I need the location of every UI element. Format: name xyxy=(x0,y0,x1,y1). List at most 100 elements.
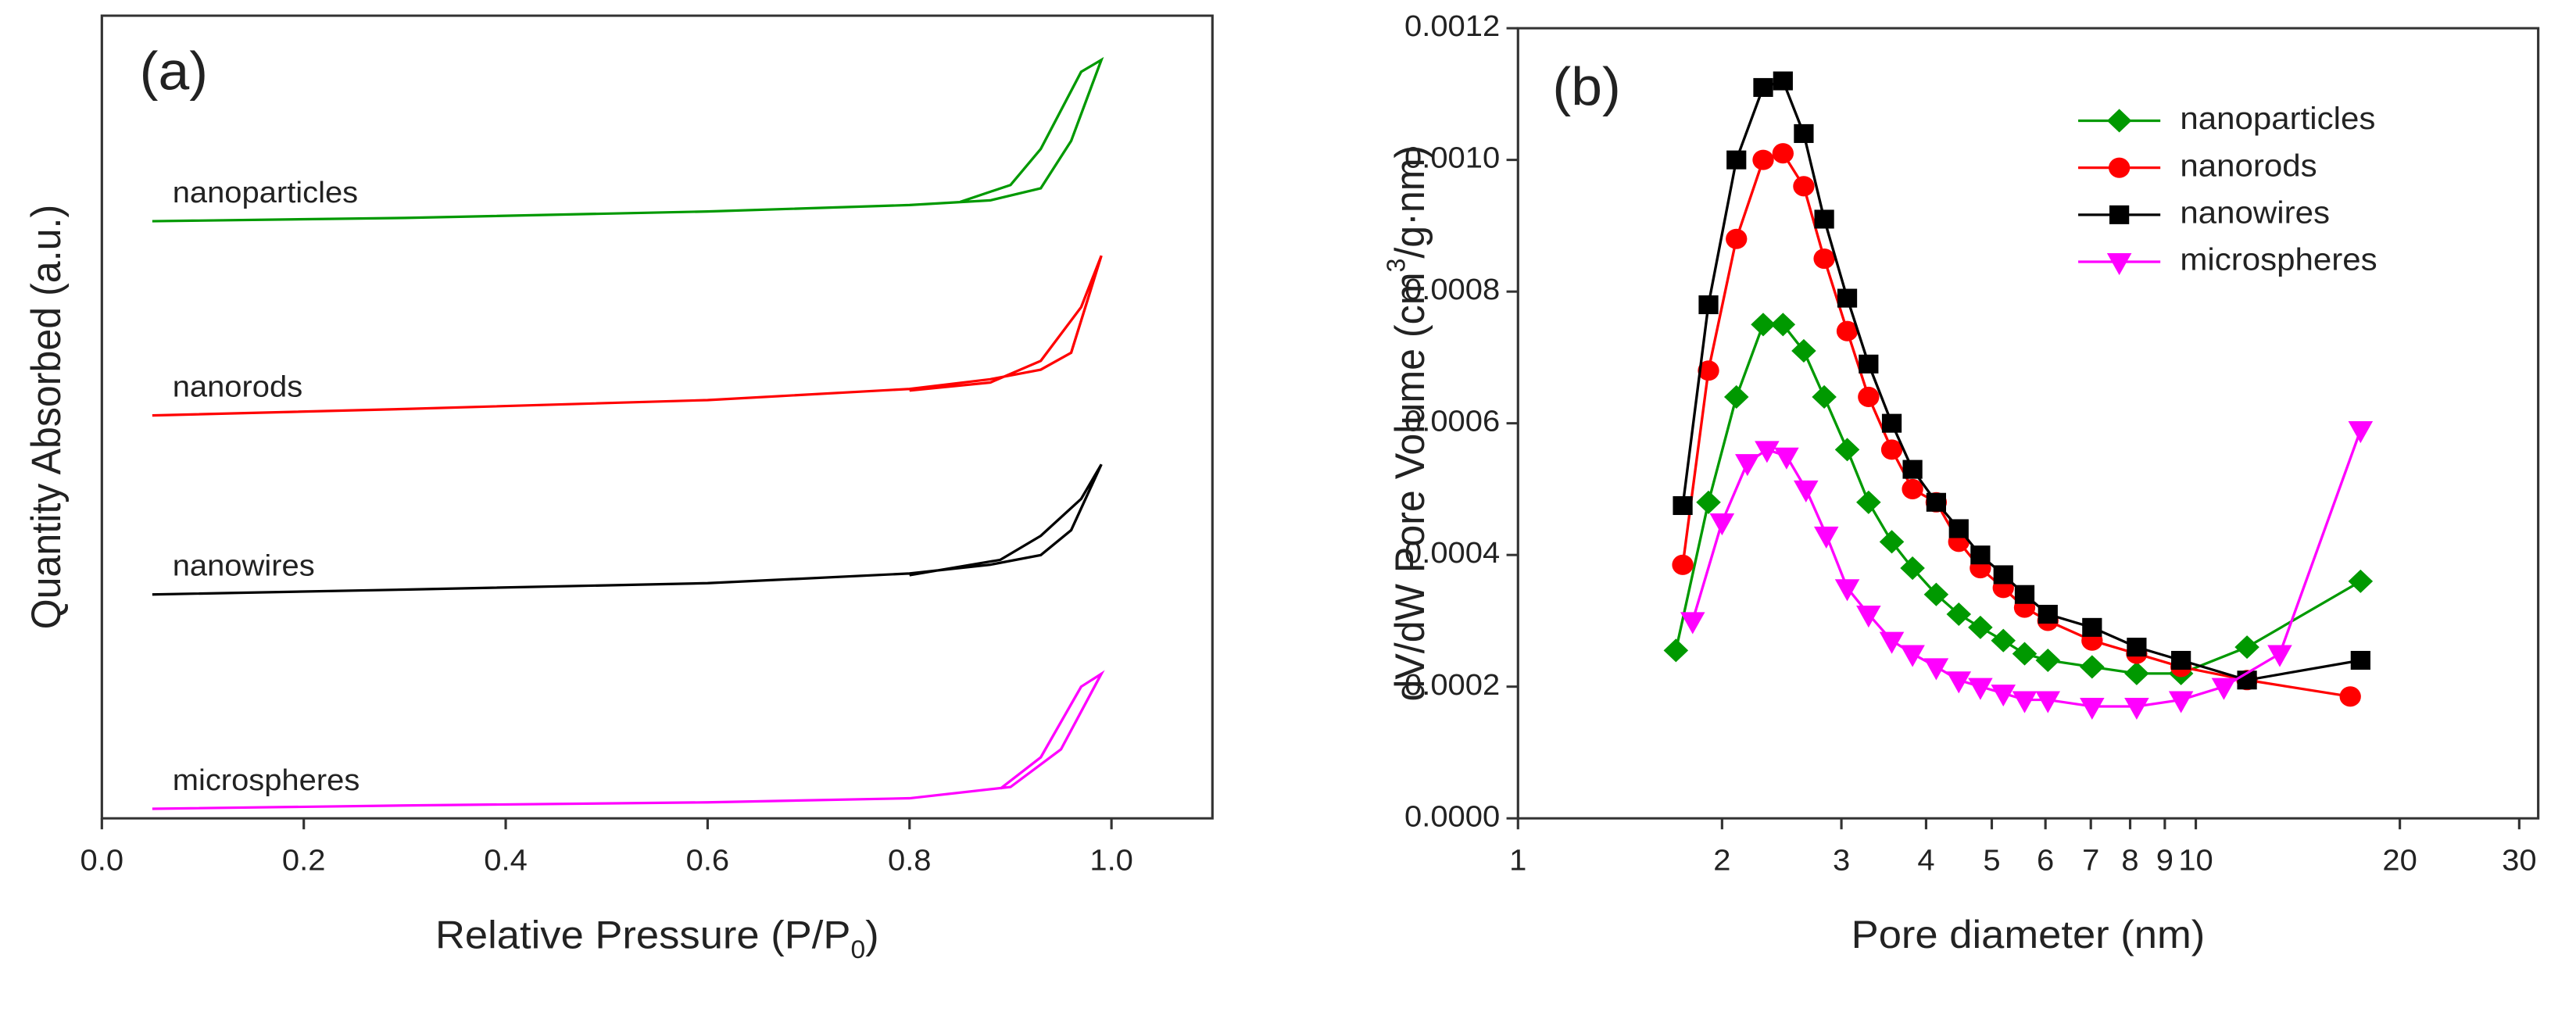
legend-label: nanowires xyxy=(2180,195,2330,230)
marker xyxy=(2267,645,2292,667)
x-tick-label: 6 xyxy=(2037,844,2054,877)
x-tick-label: 9 xyxy=(2156,844,2174,877)
marker xyxy=(2348,569,2374,593)
marker xyxy=(1946,602,1972,627)
marker xyxy=(1879,530,1905,554)
x-tick-label: 2 xyxy=(1713,844,1730,877)
label-part: dV/dW Pore Volume (cm xyxy=(1387,273,1433,702)
x-tick-label: 20 xyxy=(2382,844,2417,877)
marker xyxy=(1791,338,1816,363)
panel-label: (a) xyxy=(140,41,208,101)
legend-label: microspheres xyxy=(2180,242,2377,277)
marker xyxy=(1834,579,1860,602)
series-line xyxy=(152,463,1103,596)
y-tick-label: 0.0008 xyxy=(1404,274,1500,306)
marker xyxy=(1900,645,1925,667)
marker xyxy=(1774,447,1799,470)
marker xyxy=(1926,492,1947,512)
marker xyxy=(2012,642,2038,666)
x-tick-label: 0.8 xyxy=(888,844,932,877)
marker xyxy=(1880,439,1903,460)
marker xyxy=(1751,313,1776,337)
marker xyxy=(1836,320,1859,341)
marker xyxy=(1991,628,2016,653)
y-axis-label: Quantity Absorbed (a.u.) xyxy=(23,205,69,630)
x-tick-label: 4 xyxy=(1917,844,1934,877)
x-tick-label: 0.0 xyxy=(80,844,124,877)
y-tick-label: 0.0010 xyxy=(1404,141,1500,174)
x-tick-label: 1.0 xyxy=(1089,844,1133,877)
marker xyxy=(2339,686,2361,707)
marker xyxy=(1879,631,1905,654)
x-tick-label: 30 xyxy=(2502,844,2536,877)
series-line xyxy=(152,56,1104,223)
legend-marker xyxy=(2109,205,2130,224)
x-tick-label: 3 xyxy=(1833,844,1850,877)
marker xyxy=(1968,615,1993,639)
marker xyxy=(2211,678,2237,700)
marker xyxy=(1923,582,1949,606)
x-tick-label: 1 xyxy=(1509,844,1526,877)
marker xyxy=(1709,513,1735,536)
marker xyxy=(1946,671,1972,694)
marker xyxy=(1773,71,1793,91)
marker xyxy=(1663,638,1689,663)
marker xyxy=(1723,384,1749,409)
x-tick-label: 7 xyxy=(2082,844,2099,877)
marker xyxy=(1794,123,1814,143)
marker xyxy=(1902,459,1923,479)
marker xyxy=(2348,421,2374,444)
label-part: ) xyxy=(865,913,879,956)
marker xyxy=(2082,617,2102,637)
legend-marker xyxy=(2106,252,2132,276)
marker xyxy=(2012,691,2038,713)
y-tick-label: 0.0000 xyxy=(1404,800,1500,833)
x-tick-label: 0.4 xyxy=(484,844,528,877)
label-part: Relative Pressure (P/P xyxy=(435,913,850,956)
marker xyxy=(1856,490,1881,514)
marker xyxy=(2350,650,2370,670)
marker xyxy=(2035,648,2061,673)
marker xyxy=(1735,454,1760,477)
marker xyxy=(1812,384,1837,409)
marker xyxy=(2124,697,2149,720)
marker xyxy=(1948,519,1969,538)
series-label: microspheres xyxy=(173,764,360,797)
marker xyxy=(2127,638,2147,657)
marker xyxy=(2124,661,2149,685)
x-axis-label: Relative Pressure (P/P0) xyxy=(435,913,879,964)
label-part: 3 xyxy=(1381,259,1411,273)
marker xyxy=(1772,143,1794,164)
marker xyxy=(1902,478,1923,499)
panel-label: (b) xyxy=(1552,57,1620,116)
series-label: nanoparticles xyxy=(173,177,358,209)
marker xyxy=(1672,554,1694,575)
marker xyxy=(1726,228,1748,249)
series-label: nanorods xyxy=(173,370,302,403)
x-tick-label: 8 xyxy=(2121,844,2138,877)
marker xyxy=(1858,386,1880,407)
label-part: /g·nm) xyxy=(1387,145,1433,259)
marker xyxy=(1698,360,1719,381)
legend-label: nanoparticles xyxy=(2180,101,2375,136)
marker xyxy=(2014,585,2035,604)
marker xyxy=(2080,697,2105,720)
marker xyxy=(1814,209,1834,229)
series-label: nanowires xyxy=(173,549,315,582)
marker xyxy=(1993,565,2013,585)
marker xyxy=(1881,413,1902,433)
y-tick-label: 0.0004 xyxy=(1404,537,1500,570)
marker xyxy=(1793,176,1815,197)
y-tick-label: 0.0006 xyxy=(1404,406,1500,438)
marker xyxy=(1813,526,1839,549)
marker xyxy=(1753,77,1773,97)
marker xyxy=(1673,495,1693,516)
x-tick-label: 5 xyxy=(1983,844,2000,877)
marker xyxy=(1970,545,1991,565)
marker xyxy=(1856,605,1881,628)
marker xyxy=(1726,150,1747,170)
series-line xyxy=(1674,323,2362,675)
marker xyxy=(1991,685,2016,707)
marker xyxy=(1794,480,1819,502)
